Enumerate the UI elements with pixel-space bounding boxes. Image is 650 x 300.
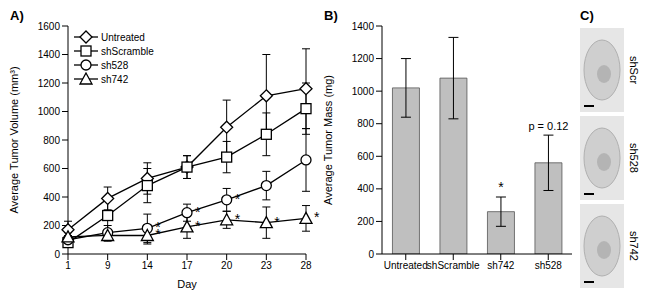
html-text:C): C)	[580, 8, 594, 23]
svg-text:Day: Day	[177, 278, 197, 290]
svg-text:0: 0	[368, 249, 374, 260]
svg-text:800: 800	[357, 118, 374, 129]
svg-text:1: 1	[65, 260, 71, 271]
svg-text:0: 0	[54, 249, 60, 260]
svg-text:*: *	[274, 214, 280, 230]
svg-text:1400: 1400	[38, 49, 61, 60]
svg-text:14: 14	[142, 260, 154, 271]
svg-text:1400: 1400	[352, 21, 375, 32]
svg-text:20: 20	[221, 260, 233, 271]
svg-text:*: *	[155, 226, 161, 242]
svg-text:p = 0.12: p = 0.12	[528, 120, 568, 132]
svg-text:*: *	[235, 191, 241, 207]
svg-text:9: 9	[105, 260, 111, 271]
svg-text:sh742: sh742	[487, 260, 515, 271]
html-text:Untreated: Untreated	[101, 31, 145, 43]
svg-text:200: 200	[43, 220, 60, 231]
svg-text:shScramble: shScramble	[427, 260, 480, 271]
html-text:A): A)	[10, 8, 24, 23]
svg-text:23: 23	[261, 260, 273, 271]
svg-text:Average Tumor Mass (mg): Average Tumor Mass (mg)	[322, 75, 334, 205]
svg-text:400: 400	[357, 183, 374, 194]
html-text:sh742: sh742	[101, 73, 129, 85]
svg-text:1600: 1600	[38, 21, 61, 32]
svg-text:200: 200	[357, 216, 374, 227]
svg-text:1200: 1200	[38, 78, 61, 89]
svg-text:600: 600	[357, 151, 374, 162]
svg-text:1000: 1000	[38, 106, 61, 117]
svg-text:shScr: shScr	[628, 56, 640, 84]
svg-text:sh742: sh742	[628, 231, 640, 261]
svg-text:Average Tumor Volume (mm³): Average Tumor Volume (mm³)	[8, 66, 20, 213]
svg-text:Untreated: Untreated	[384, 260, 428, 271]
svg-text:*: *	[235, 211, 241, 227]
svg-text:800: 800	[43, 135, 60, 146]
html-text:sh528: sh528	[101, 59, 129, 71]
svg-text:*: *	[498, 179, 504, 195]
svg-text:28: 28	[300, 260, 312, 271]
svg-text:*: *	[314, 209, 320, 225]
html-text:B): B)	[324, 8, 338, 23]
svg-text:*: *	[195, 218, 201, 234]
svg-text:17: 17	[181, 260, 193, 271]
svg-text:400: 400	[43, 192, 60, 203]
html-text:shScramble: shScramble	[101, 45, 154, 57]
svg-text:1000: 1000	[352, 86, 375, 97]
svg-text:1200: 1200	[352, 53, 375, 64]
svg-text:sh528: sh528	[628, 143, 640, 173]
svg-text:600: 600	[43, 163, 60, 174]
svg-text:sh528: sh528	[535, 260, 563, 271]
